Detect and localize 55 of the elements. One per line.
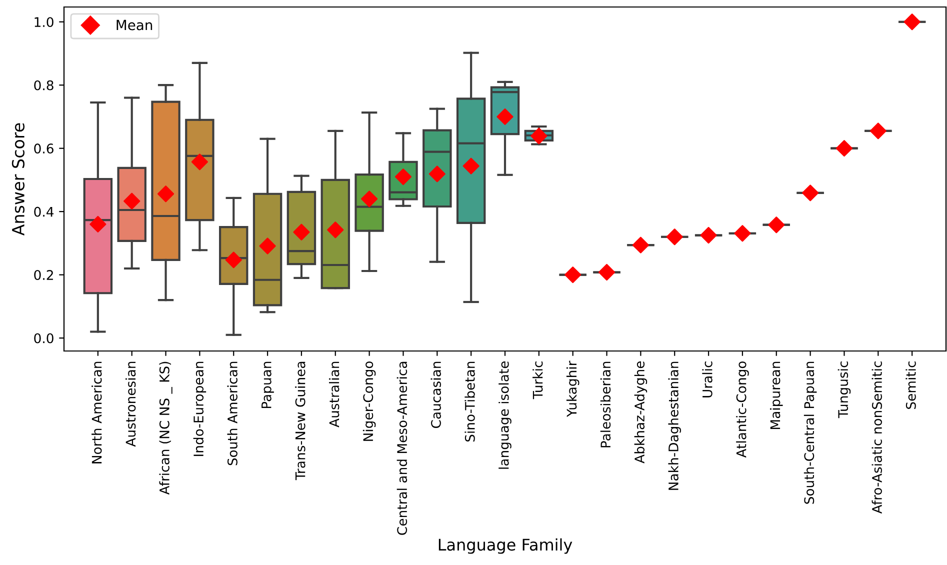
y-tick-label: 0.0 <box>34 333 54 344</box>
point <box>157 186 174 202</box>
point <box>904 14 920 30</box>
y-tick-label: 0.8 <box>34 80 54 90</box>
point <box>598 264 616 281</box>
x-tick-label: Sino-Tibetan <box>464 362 475 442</box>
point <box>124 192 140 210</box>
y-tick-label: 0.2 <box>34 270 53 280</box>
y-tick-label: 0.6 <box>34 144 54 154</box>
x-tick-label: Indo-European <box>193 362 206 456</box>
x-tick-label: Central and Meso-America <box>396 362 408 535</box>
point <box>530 128 548 144</box>
x-tick-label: Niger-Congo <box>362 361 376 441</box>
legend-label: Mean <box>116 20 152 30</box>
point <box>768 216 785 234</box>
point <box>428 166 446 182</box>
x-tick-label: Afro-Asiatic nonSemitic <box>872 362 882 514</box>
x-tick-label: language isolate <box>498 361 512 469</box>
point <box>870 122 886 140</box>
x-tick-label: Turkic <box>532 362 543 400</box>
x-tick-label: Tungusic <box>838 362 851 418</box>
y-tick-label: 1.0 <box>34 17 54 28</box>
x-tick-label: Abkhaz-Adyghe <box>634 361 648 464</box>
point <box>666 228 683 246</box>
point <box>734 225 751 242</box>
x-tick-label: Paleosiberian <box>600 362 611 448</box>
point <box>802 184 819 202</box>
x-tick-label: North American <box>92 362 102 464</box>
x-tick-label: Yukaghir <box>566 360 580 417</box>
point <box>564 266 582 284</box>
x-tick-label: Trans-New Guinea <box>295 362 306 480</box>
point <box>700 226 717 244</box>
point <box>259 238 276 254</box>
y-axis-title: Answer Score <box>12 123 25 236</box>
x-tick-label: Austronesian <box>125 362 136 447</box>
point <box>462 158 480 174</box>
point <box>293 224 310 240</box>
x-tick-label: Uralic <box>702 362 712 398</box>
point <box>632 236 649 254</box>
x-tick-label: Atlantic-Congo <box>736 361 749 458</box>
y-tick-label: 0.4 <box>34 206 54 217</box>
x-tick-label: Semitic <box>906 362 916 409</box>
x-tick-label: South American <box>227 362 238 466</box>
x-tick-label: Maipurean <box>770 362 783 429</box>
point <box>836 140 853 157</box>
x-tick-label: Australian <box>329 362 340 428</box>
point <box>327 222 344 238</box>
x-tick-label: Nakh-Daghestanian <box>668 362 681 490</box>
x-tick-label: Papuan <box>262 362 274 408</box>
x-tick-label: Caucasian <box>430 362 441 428</box>
x-tick-label: African (NC NS _ KS) <box>159 362 172 495</box>
point <box>191 154 208 170</box>
point <box>90 216 106 233</box>
x-axis-title: Language Family <box>438 538 572 554</box>
x-tick-label: South-Central Papuan <box>804 362 817 504</box>
